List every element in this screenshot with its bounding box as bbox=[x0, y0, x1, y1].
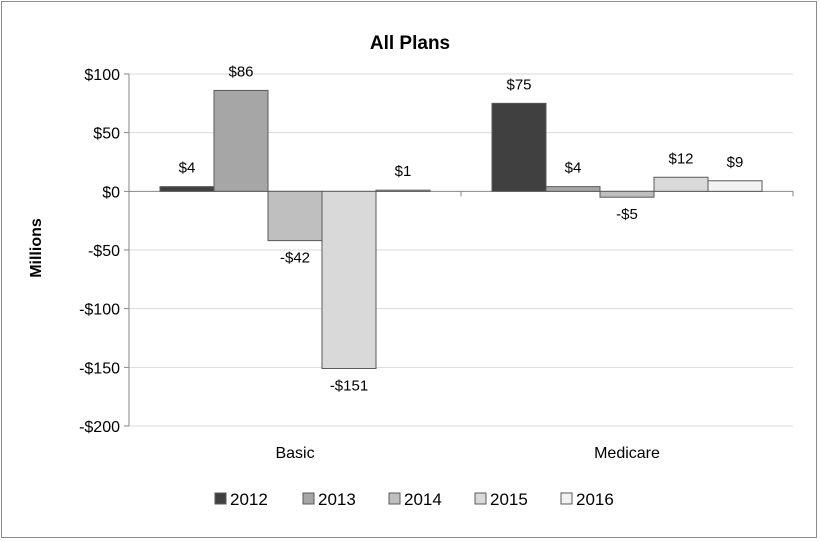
bar-2012-medicare bbox=[491, 102, 547, 192]
data-labels: $4 $86 -$42 -$151 $1 $75 $4 -$5 $12 $9 bbox=[179, 63, 744, 394]
legend-label-2012: 2012 bbox=[230, 490, 268, 509]
legend-swatch-2013 bbox=[302, 492, 315, 505]
y-tick-label: $50 bbox=[93, 126, 120, 143]
y-tick-label: -$100 bbox=[79, 302, 120, 319]
bar-2015-medicare bbox=[653, 176, 709, 192]
legend-label-2014: 2014 bbox=[404, 490, 442, 509]
bar-2016-medicare bbox=[707, 180, 763, 192]
data-label: $75 bbox=[506, 76, 531, 93]
bar-2012-basic bbox=[159, 186, 215, 192]
y-tick-label: -$150 bbox=[79, 360, 120, 377]
bar-2016-basic bbox=[375, 189, 431, 192]
y-tick-label: $100 bbox=[84, 67, 120, 84]
bar-2013-basic bbox=[213, 89, 269, 192]
bar-2015-basic bbox=[321, 190, 377, 370]
data-label: -$42 bbox=[280, 250, 310, 267]
chart-title: All Plans bbox=[370, 33, 450, 54]
y-tick-label: -$200 bbox=[79, 419, 120, 436]
legend: 2012 2013 2014 2015 2016 bbox=[214, 490, 614, 509]
y-tick-label: -$50 bbox=[88, 243, 120, 260]
bars bbox=[159, 89, 763, 370]
axes: $100 $50 $0 -$50 -$100 -$150 -$200 Basic Medicar… bbox=[79, 67, 794, 462]
bar-2013-medicare bbox=[545, 186, 601, 192]
legend-swatch-2016 bbox=[560, 492, 573, 505]
data-label: $12 bbox=[668, 150, 693, 167]
data-label: $4 bbox=[565, 160, 582, 177]
data-label: $4 bbox=[179, 160, 196, 177]
legend-swatch-2012 bbox=[214, 492, 227, 505]
data-label: $1 bbox=[395, 163, 412, 180]
legend-label-2016: 2016 bbox=[576, 490, 614, 509]
data-label: $86 bbox=[228, 63, 253, 80]
legend-label-2015: 2015 bbox=[490, 490, 528, 509]
bar-2014-basic bbox=[267, 190, 323, 242]
legend-label-2013: 2013 bbox=[318, 490, 356, 509]
y-tick-label: $0 bbox=[102, 184, 120, 201]
data-label: -$5 bbox=[616, 206, 638, 223]
legend-swatch-2015 bbox=[474, 492, 487, 505]
data-label: $9 bbox=[727, 154, 744, 171]
y-axis-label: Millions bbox=[28, 218, 45, 278]
x-category-label: Basic bbox=[275, 445, 314, 462]
data-label: -$151 bbox=[330, 378, 368, 395]
bar-2014-medicare bbox=[599, 190, 655, 198]
x-category-label: Medicare bbox=[594, 445, 660, 462]
legend-swatch-2014 bbox=[388, 492, 401, 505]
